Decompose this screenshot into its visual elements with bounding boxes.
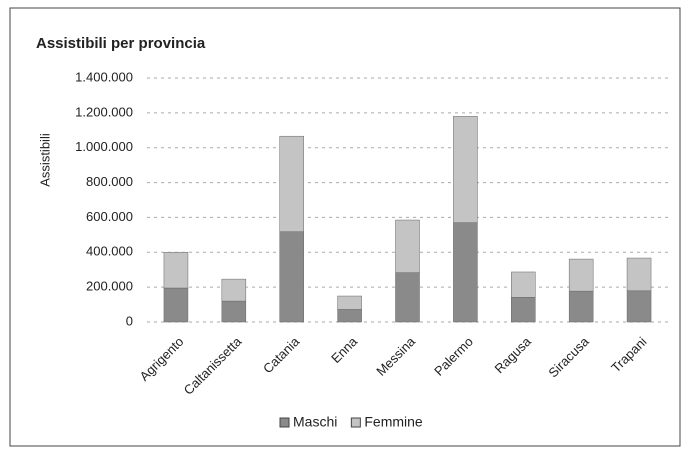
- y-axis-label: Assistibili: [37, 133, 52, 187]
- bar: [511, 271, 536, 298]
- bar: [511, 297, 536, 323]
- y-tick-label: 0: [126, 313, 133, 328]
- bar: [221, 300, 247, 323]
- legend-swatch: [350, 417, 361, 428]
- bar: [221, 278, 247, 302]
- y-tick-label: 1.200.000: [75, 104, 133, 119]
- bar: [163, 252, 189, 289]
- bar: [163, 287, 189, 323]
- y-tick-label: 800.000: [86, 174, 133, 189]
- bar: [626, 257, 652, 292]
- y-tick-label: 1.400.000: [75, 69, 133, 84]
- bar: [279, 231, 304, 323]
- bar: [337, 309, 362, 323]
- y-tick-label: 1.000.000: [75, 139, 133, 154]
- bar: [568, 290, 594, 323]
- chart-title: Assistibili per provincia: [36, 35, 206, 52]
- chart-frame: [9, 7, 681, 447]
- legend-label: Maschi: [293, 414, 337, 430]
- bar: [279, 135, 304, 232]
- bar: [337, 295, 362, 310]
- bar: [395, 272, 420, 323]
- bar: [395, 219, 420, 273]
- bar: [453, 116, 478, 223]
- bar: [568, 258, 594, 292]
- bar: [453, 222, 478, 323]
- y-tick-label: 600.000: [86, 209, 133, 224]
- legend-swatch: [279, 417, 290, 428]
- bar: [626, 290, 652, 323]
- legend-label: Femmine: [364, 414, 423, 430]
- y-tick-label: 200.000: [86, 279, 133, 294]
- y-tick-label: 400.000: [86, 244, 133, 259]
